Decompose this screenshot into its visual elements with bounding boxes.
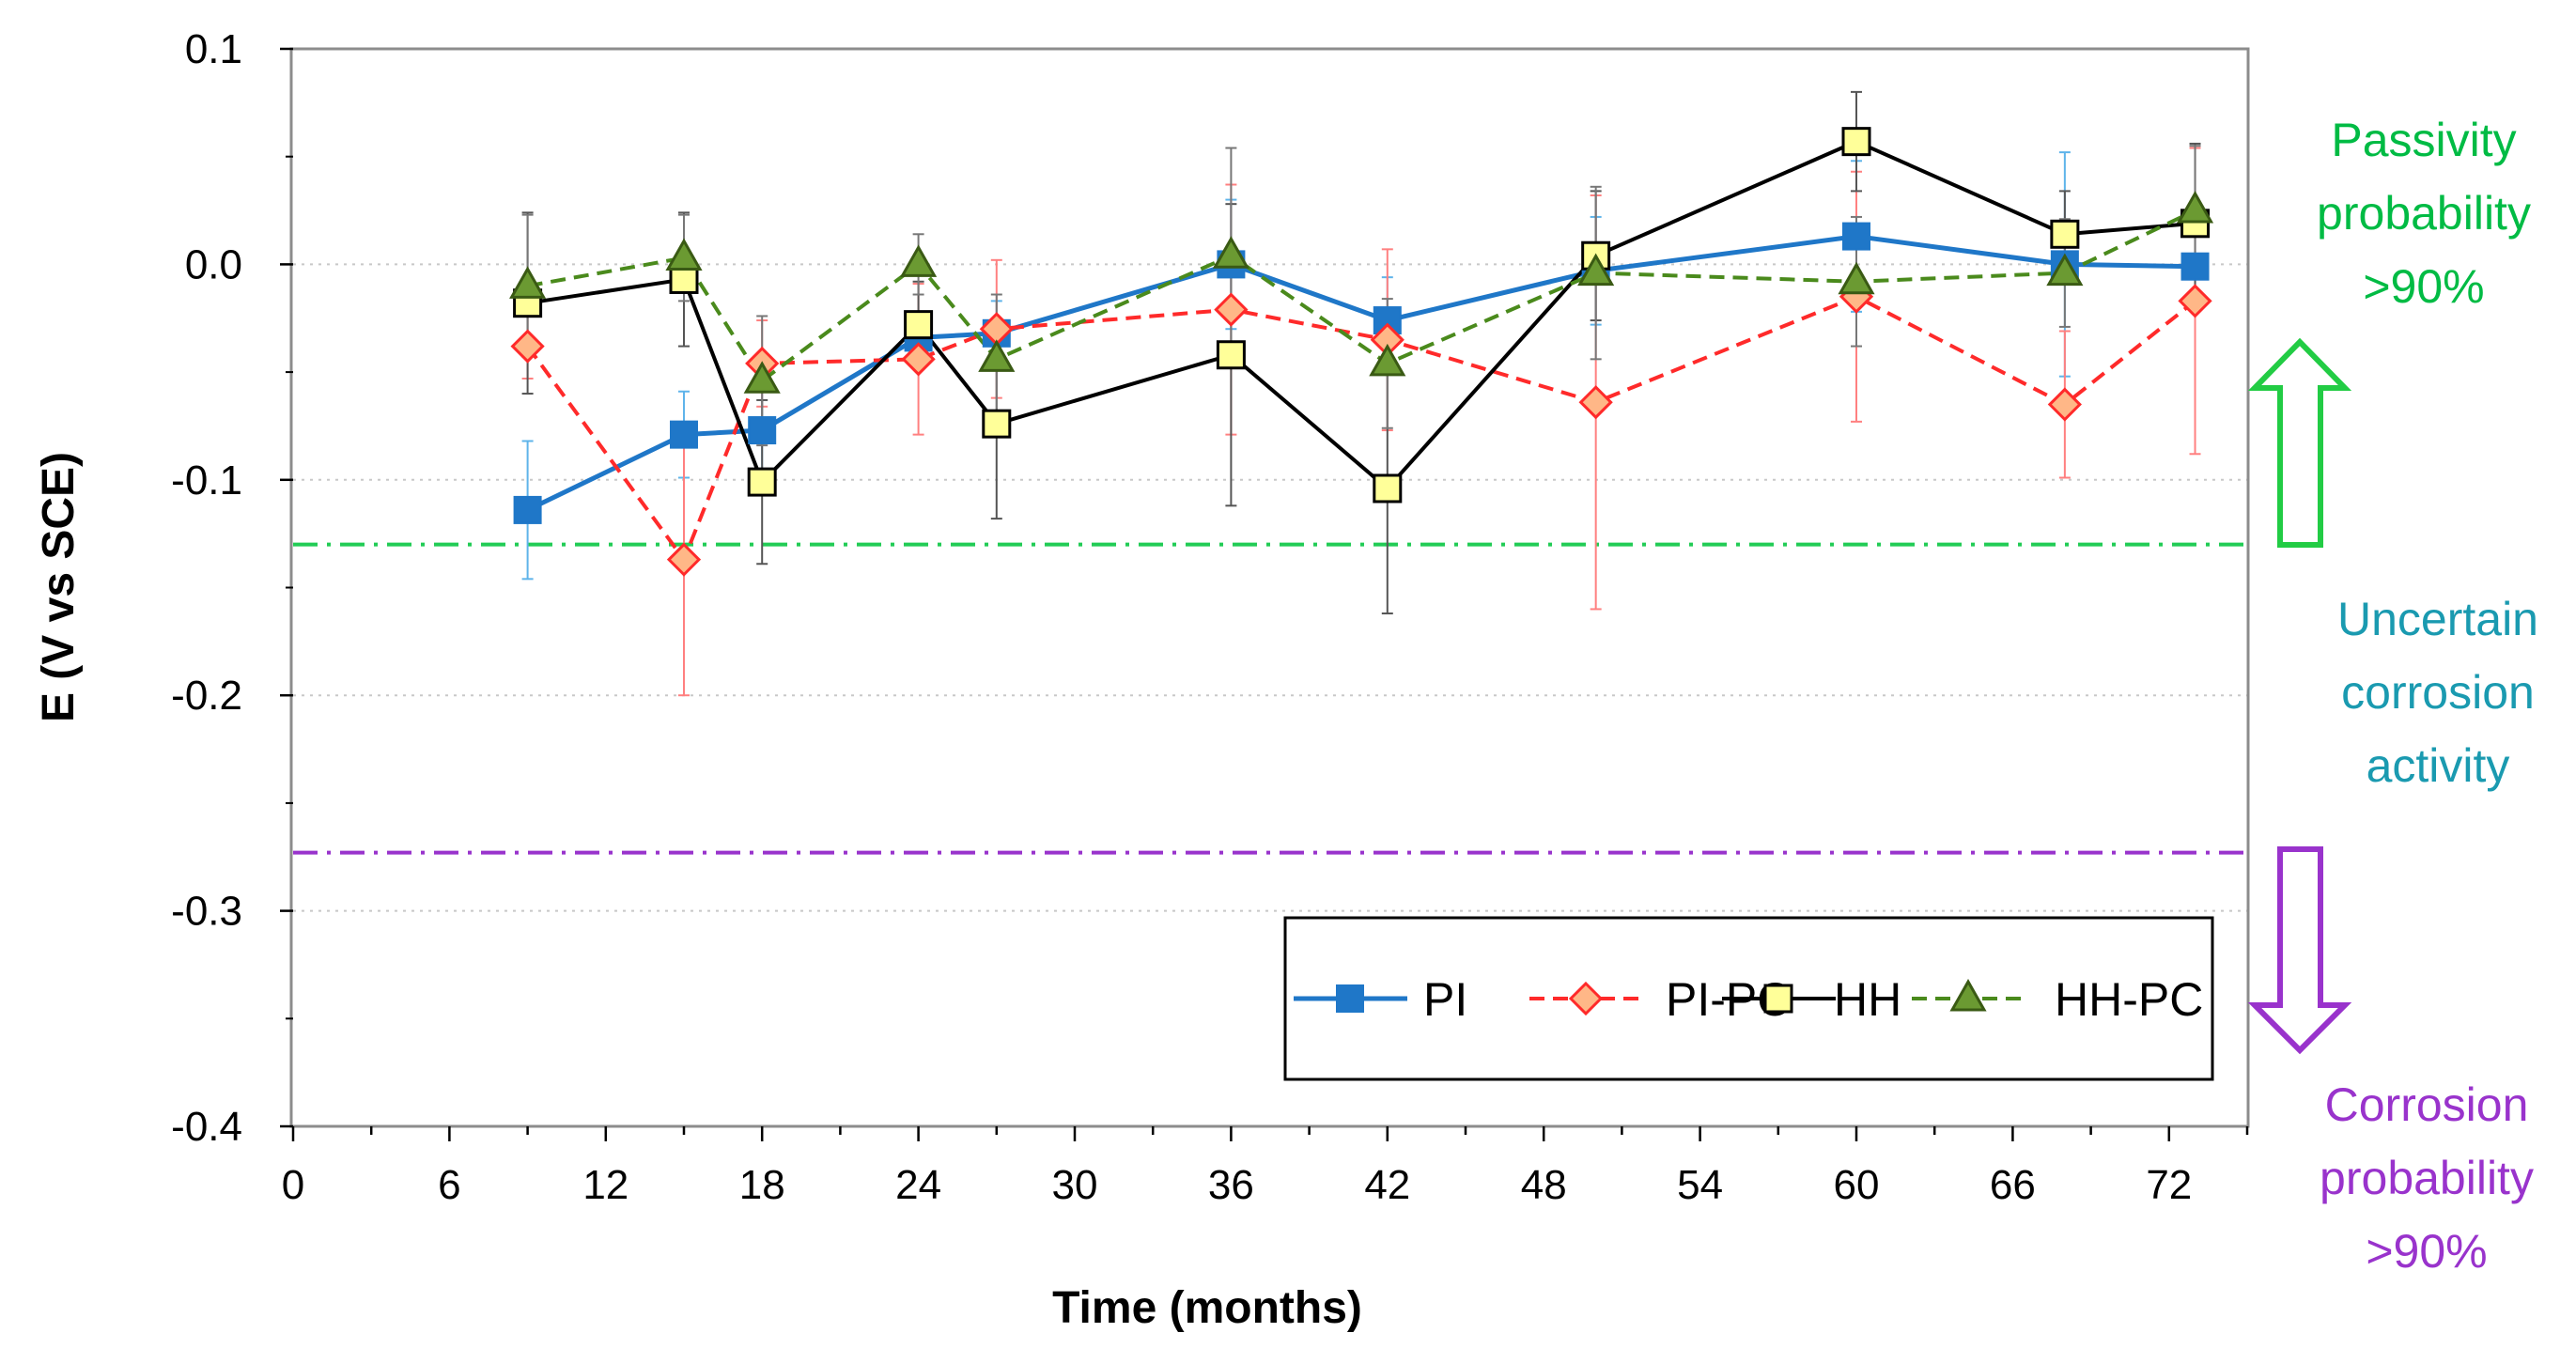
pi-point bbox=[513, 495, 542, 524]
y-tick-label: -0.2 bbox=[171, 673, 242, 719]
pi-point bbox=[2180, 252, 2210, 281]
axes: 0.1 0.0 -0.1 -0.2 -0.3 -0.4 0 6 12 18 24 30 36 42 48 54… bbox=[171, 26, 2249, 1208]
hh-point bbox=[1373, 473, 1403, 504]
hh-pc-point bbox=[1838, 261, 1875, 295]
x-tick-label: 18 bbox=[739, 1162, 785, 1208]
pi-point bbox=[1842, 222, 1870, 251]
x-tick-label: 66 bbox=[1990, 1162, 2036, 1208]
pi-pc-point bbox=[2047, 387, 2082, 422]
legend-marker-hh-pc bbox=[1949, 978, 1987, 1012]
y-tick-label: -0.1 bbox=[171, 457, 242, 504]
x-tick-label: 30 bbox=[1052, 1162, 1098, 1208]
uncertain-label-line: activity bbox=[2367, 739, 2510, 792]
legend-label-pi: PI bbox=[1423, 973, 1467, 1026]
hh-pc-point bbox=[978, 339, 1016, 372]
hh-point bbox=[982, 409, 1012, 439]
x-tick-label: 60 bbox=[1834, 1162, 1880, 1208]
hh-point bbox=[2050, 219, 2080, 249]
hh-point bbox=[1841, 127, 1871, 157]
legend: PI PI-PC HH HH-PC bbox=[1283, 916, 2214, 1081]
x-tick-label: 0 bbox=[282, 1162, 304, 1208]
pi-pc-point bbox=[2178, 284, 2212, 318]
x-tick-label: 54 bbox=[1677, 1162, 1723, 1208]
series-markers bbox=[509, 127, 2214, 577]
legend-label-hh-pc: HH-PC bbox=[2055, 973, 2203, 1026]
passivity-label-line: Passivity bbox=[2331, 114, 2516, 166]
corrosion-label-line: probability bbox=[2320, 1152, 2534, 1204]
hh-pc-point bbox=[665, 238, 703, 271]
y-tick-label: -0.3 bbox=[171, 889, 242, 935]
pi-pc-point bbox=[1214, 292, 1249, 327]
hh-point bbox=[1216, 340, 1246, 370]
series-lines bbox=[525, 139, 2196, 562]
pi-pc-series-line bbox=[525, 294, 2196, 562]
hh-pc-point bbox=[743, 361, 781, 394]
y-tick-label: 0.1 bbox=[185, 26, 242, 72]
x-axis-title: Time (months) bbox=[1052, 1283, 1362, 1333]
x-tick-label: 48 bbox=[1521, 1162, 1567, 1208]
x-tick-label: 6 bbox=[438, 1162, 460, 1208]
hh-pc-point bbox=[509, 266, 547, 299]
corrosion-label-line: >90% bbox=[2366, 1225, 2487, 1278]
legend-label-hh: HH bbox=[1834, 973, 1901, 1026]
uncertain-label-line: corrosion bbox=[2341, 666, 2535, 719]
passivity-label-line: >90% bbox=[2363, 260, 2484, 313]
pi-pc-point bbox=[510, 329, 545, 364]
zone-annotations: Passivity probability >90% Uncertain corrosi… bbox=[2247, 114, 2538, 1278]
pi-pc-point bbox=[666, 542, 702, 577]
y-tick-label: 0.0 bbox=[185, 241, 242, 287]
legend-marker-pi bbox=[1336, 984, 1364, 1013]
uncertain-label-line: Uncertain bbox=[2337, 593, 2538, 645]
x-tick-label: 36 bbox=[1208, 1162, 1254, 1208]
x-tick-label: 24 bbox=[895, 1162, 941, 1208]
reference-lines bbox=[293, 542, 2247, 855]
pi-pc-point bbox=[901, 342, 936, 377]
x-tick-label: 42 bbox=[1364, 1162, 1410, 1208]
x-tick-label: 12 bbox=[582, 1162, 628, 1208]
hh-pc-point bbox=[1212, 236, 1249, 269]
y-axis-title: E (V vs SCE) bbox=[34, 452, 84, 722]
gridlines bbox=[293, 263, 2247, 912]
legend-marker-hh bbox=[1763, 984, 1793, 1014]
hh-pc-point bbox=[1577, 253, 1615, 287]
pi-point bbox=[748, 416, 777, 445]
hh-pc-point bbox=[900, 244, 938, 277]
hh-pc-series-line bbox=[527, 209, 2196, 383]
hh-series-line bbox=[527, 139, 2196, 490]
legend-marker-pi-pc bbox=[1568, 981, 1604, 1016]
hh-point bbox=[904, 310, 934, 340]
y-tick-label: -0.4 bbox=[171, 1104, 242, 1150]
pi-pc-point bbox=[1578, 385, 1613, 420]
corrosion-arrow-icon bbox=[2247, 846, 2352, 1055]
x-tick-label: 72 bbox=[2146, 1162, 2192, 1208]
hh-pc-point bbox=[1369, 343, 1406, 377]
corrosion-label-line: Corrosion bbox=[2325, 1078, 2529, 1131]
hh-pc-point bbox=[2046, 253, 2084, 287]
passivity-arrow-icon bbox=[2247, 337, 2352, 548]
pi-point bbox=[670, 420, 698, 449]
passivity-label-line: probability bbox=[2317, 187, 2531, 240]
hh-point bbox=[747, 467, 777, 497]
hh-pc-point bbox=[2176, 191, 2214, 224]
